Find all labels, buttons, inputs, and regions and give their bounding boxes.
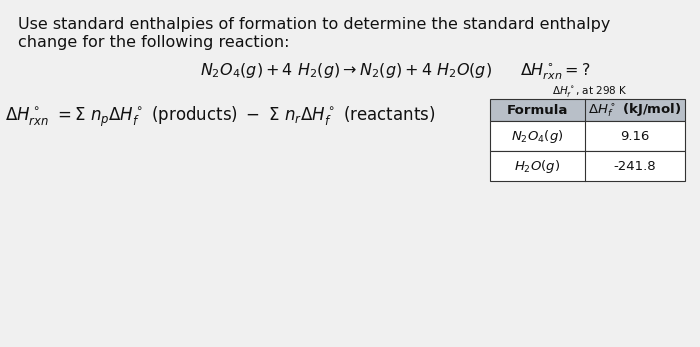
- Text: Use standard enthalpies of formation to determine the standard enthalpy: Use standard enthalpies of formation to …: [18, 17, 610, 32]
- Bar: [490, 121, 685, 151]
- Bar: [490, 151, 685, 181]
- Text: $N_2O_4(g) + 4\ H_2(g) \rightarrow N_2(g) + 4\ H_2O(g)$: $N_2O_4(g) + 4\ H_2(g) \rightarrow N_2(g…: [200, 61, 492, 80]
- Text: change for the following reaction:: change for the following reaction:: [18, 35, 290, 50]
- Text: -241.8: -241.8: [614, 160, 657, 172]
- Text: $\Delta H^\circ_f$ (kJ/mol): $\Delta H^\circ_f$ (kJ/mol): [588, 101, 682, 119]
- Text: $\Delta H^\circ_f$, at 298 K: $\Delta H^\circ_f$, at 298 K: [552, 84, 628, 99]
- Text: $\Delta H^\circ_{rxn}\ =\Sigma\ n_p\Delta H^\circ_f\ \mathrm{(products)}\ -\ \Si: $\Delta H^\circ_{rxn}\ =\Sigma\ n_p\Delt…: [5, 105, 435, 129]
- Bar: [490, 99, 685, 121]
- Text: $H_2O(g)$: $H_2O(g)$: [514, 158, 561, 175]
- Text: 9.16: 9.16: [620, 129, 650, 143]
- Text: $\Delta H^\circ_{rxn} = ?$: $\Delta H^\circ_{rxn} = ?$: [520, 61, 591, 82]
- Text: Formula: Formula: [507, 103, 568, 117]
- Text: $N_2O_4(g)$: $N_2O_4(g)$: [511, 127, 564, 144]
